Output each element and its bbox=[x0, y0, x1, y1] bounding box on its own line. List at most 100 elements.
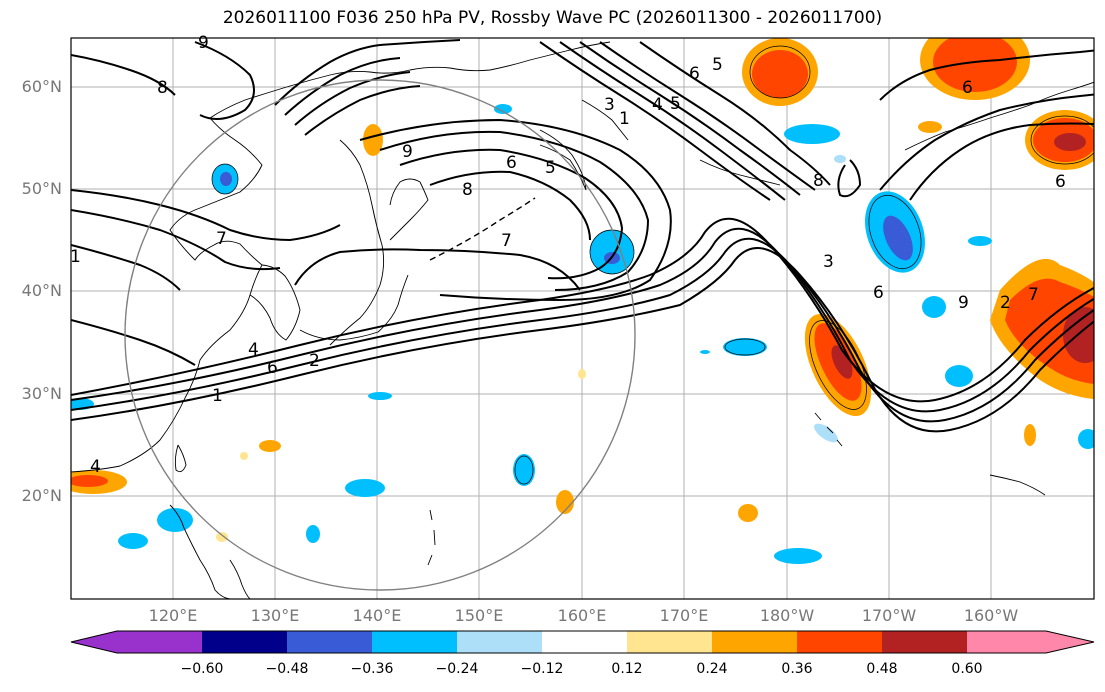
contour-label: 8 bbox=[157, 78, 168, 98]
colorbar-segment bbox=[457, 631, 542, 653]
anomaly-blob bbox=[157, 508, 193, 532]
colorbar-segment bbox=[712, 631, 797, 653]
contour-label: 9 bbox=[402, 142, 413, 162]
anomaly-blob bbox=[723, 338, 767, 356]
colorbar-low-extension bbox=[71, 631, 117, 653]
colorbar-segment bbox=[117, 631, 202, 653]
contour-label: 6 bbox=[689, 64, 700, 84]
contour-label: 7 bbox=[501, 231, 512, 251]
anomaly-blob bbox=[774, 548, 822, 564]
anomaly-blob bbox=[922, 296, 946, 318]
contour-label: 3 bbox=[823, 252, 834, 272]
contour-label: 6 bbox=[506, 153, 517, 173]
lat-label: 40°N bbox=[21, 281, 62, 300]
colorbar-segment bbox=[627, 631, 712, 653]
contour-label: 2 bbox=[309, 351, 320, 371]
contour-label: 6 bbox=[873, 283, 884, 303]
anomaly-blob bbox=[738, 504, 758, 522]
colorbar-segment bbox=[967, 631, 1046, 653]
anomaly-blob bbox=[306, 525, 320, 543]
contour-label: 1 bbox=[619, 109, 630, 129]
map-frame bbox=[70, 37, 1095, 600]
lat-label: 60°N bbox=[21, 77, 62, 96]
colorbar-high-extension bbox=[1046, 631, 1094, 653]
anomaly-blob bbox=[945, 365, 973, 387]
lon-label: 160°E bbox=[557, 606, 607, 625]
lat-label: 20°N bbox=[21, 486, 62, 505]
contour-labels: 9 8 7 6 8 6 5 7 4 1 1 2 3 6 5 4 5 6 8 3 … bbox=[70, 33, 1066, 477]
contour-label: 7 bbox=[1028, 285, 1039, 305]
dashed-contour bbox=[429, 197, 536, 261]
colorbar-segment bbox=[542, 631, 627, 653]
lon-label: 170°E bbox=[659, 606, 709, 625]
contour-label: 1 bbox=[212, 386, 223, 406]
colorbar-segment bbox=[202, 631, 287, 653]
colorbar-tick: −0.24 bbox=[435, 661, 479, 677]
colorbar-tick: 0.60 bbox=[951, 661, 983, 677]
contour-label: 9 bbox=[198, 33, 209, 53]
colorbar-segment bbox=[797, 631, 882, 653]
colorbar-tick: 0.24 bbox=[696, 661, 728, 677]
pv-contours bbox=[71, 39, 1094, 433]
colorbar-segment bbox=[372, 631, 457, 653]
anomaly-blob bbox=[918, 121, 942, 133]
positive-anomaly-shading bbox=[71, 38, 1094, 542]
anomaly-blob bbox=[216, 532, 228, 542]
anomaly-blob bbox=[784, 124, 840, 144]
lon-label: 140°E bbox=[352, 606, 402, 625]
anomaly-blob bbox=[345, 479, 385, 497]
contour-label: 8 bbox=[462, 180, 473, 200]
colorbar-segment bbox=[882, 631, 967, 653]
lon-label: 160°W bbox=[963, 606, 1019, 625]
contour-label: 4 bbox=[652, 95, 663, 115]
contour-label: 6 bbox=[267, 358, 278, 378]
contour-label: 4 bbox=[248, 340, 259, 360]
anomaly-blob bbox=[834, 155, 846, 163]
anomaly-blob bbox=[494, 104, 512, 114]
anomaly-outlines bbox=[211, 45, 1094, 485]
anomaly-blob bbox=[814, 423, 838, 443]
contour-label: 2 bbox=[1000, 293, 1011, 313]
anomaly-blob bbox=[556, 490, 574, 514]
colorbar-outline bbox=[70, 630, 1095, 654]
colorbar-tick: −0.48 bbox=[265, 661, 309, 677]
lon-label: 150°E bbox=[454, 606, 504, 625]
contour-label: 3 bbox=[604, 95, 615, 115]
anomaly-blob bbox=[968, 236, 992, 246]
map-canvas bbox=[71, 38, 1094, 599]
colorbar-tick: 0.36 bbox=[781, 661, 813, 677]
anomaly-blob bbox=[363, 124, 383, 156]
negative-anomaly-shading bbox=[71, 104, 1094, 564]
anomaly-blob bbox=[513, 454, 535, 486]
colorbar-tick: −0.36 bbox=[350, 661, 394, 677]
range-circle bbox=[124, 79, 636, 591]
colorbar-tick: 0.12 bbox=[611, 661, 643, 677]
graticule bbox=[71, 38, 1094, 599]
anomaly-blob bbox=[1024, 424, 1036, 446]
anomaly-blob bbox=[1078, 429, 1094, 449]
map-title: 2026011100 F036 250 hPa PV, Rossby Wave … bbox=[222, 8, 883, 28]
colorbar-tick: 0.48 bbox=[866, 661, 898, 677]
anomaly-blob bbox=[118, 533, 148, 549]
lon-label: 180°W bbox=[759, 606, 815, 625]
contour-label: 6 bbox=[962, 78, 973, 98]
contour-label: 8 bbox=[813, 171, 824, 191]
lon-label: 170°W bbox=[861, 606, 917, 625]
lon-label: 120°E bbox=[148, 606, 198, 625]
contour-label: 5 bbox=[670, 94, 681, 114]
contour-label: 4 bbox=[90, 457, 101, 477]
colorbar-segment bbox=[287, 631, 372, 653]
contour-label: 5 bbox=[545, 158, 556, 178]
colorbar-tick: −0.12 bbox=[520, 661, 564, 677]
colorbar-tick: −0.60 bbox=[180, 661, 224, 677]
contour-label: 9 bbox=[958, 293, 969, 313]
lat-label: 50°N bbox=[21, 179, 62, 198]
contour-label: 7 bbox=[216, 229, 227, 249]
coastlines bbox=[71, 41, 1094, 599]
anomaly-blob bbox=[368, 392, 392, 400]
contour-label: 1 bbox=[70, 247, 81, 267]
lat-label: 30°N bbox=[21, 384, 62, 403]
lon-label: 130°E bbox=[250, 606, 300, 625]
colorbar bbox=[70, 630, 1095, 654]
